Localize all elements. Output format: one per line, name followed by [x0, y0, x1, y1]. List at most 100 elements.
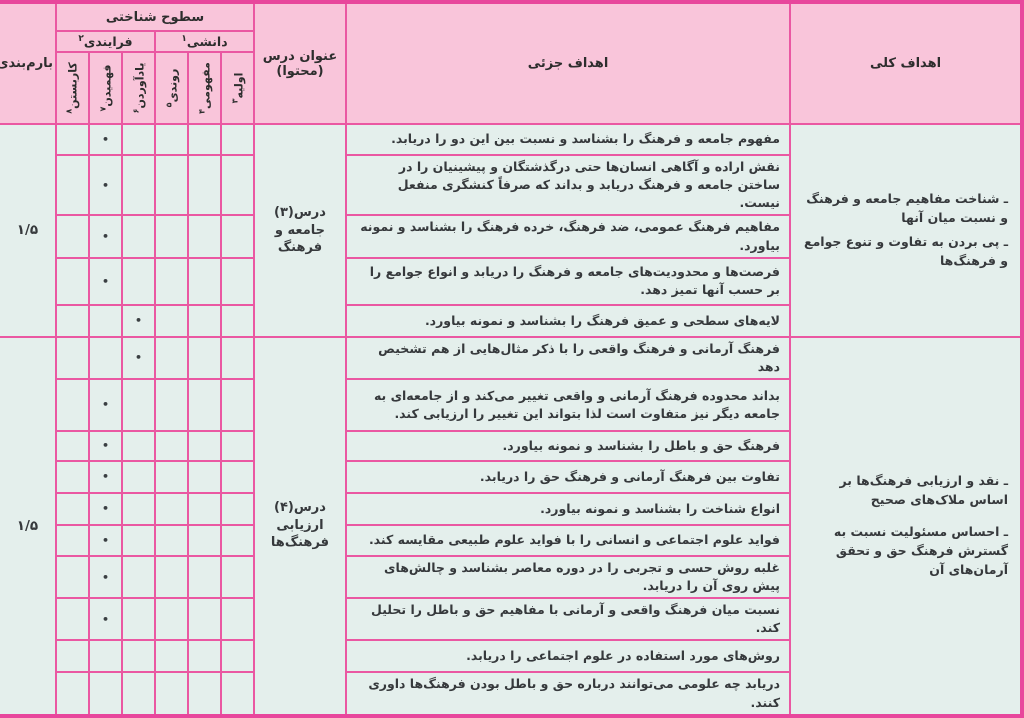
general-objectives-cell: ـ شناخت مفاهیم جامعه و فرهنگ و نسبت میان… — [789, 123, 1023, 338]
level-mark-cell — [154, 303, 189, 338]
level-mark-cell: • — [88, 256, 123, 306]
objective-cell: روش‌های مورد استفاده در علوم اجتماعی را … — [345, 639, 791, 674]
level-mark-cell — [154, 123, 189, 156]
objective-cell: غلبه روش حسی و تجربی را در دوره معاصر بش… — [345, 554, 791, 600]
level-conceptual-header: مفهومی۴ — [187, 51, 222, 125]
lesson-title-header-line1: عنوان درس — [262, 48, 338, 64]
objective-cell: فرهنگ آرمانی و فرهنگ واقعی را با ذکر مثا… — [345, 335, 791, 380]
level-mark-cell — [187, 123, 222, 156]
level-mark-cell — [154, 429, 189, 462]
lesson-title-cell: درس(۳) جامعه و فرهنگ — [253, 123, 347, 338]
level-mark-cell — [187, 256, 222, 306]
objective-cell: مفهوم جامعه و فرهنگ را بشناسد و نسبت بین… — [345, 123, 791, 156]
level-mark-cell — [121, 491, 156, 526]
objective-cell: فرهنگ حق و باطل را بشناسد و نمونه بیاورد… — [345, 429, 791, 462]
level-mark-cell: • — [121, 335, 156, 380]
grading-header: بارم‌بندی — [0, 1, 57, 125]
level-mark-cell — [54, 153, 91, 217]
level-mark-cell: • — [88, 153, 123, 217]
level-mark-cell — [187, 597, 222, 642]
objective-cell: بداند محدوده فرهنگ آرمانی و واقعی تغییر … — [345, 377, 791, 432]
process-group-sup: ۲ — [78, 33, 84, 44]
level-remember-label: یادآوردن — [132, 62, 146, 109]
level-mark-cell — [154, 256, 189, 306]
level-apply-label: کاربستن — [66, 62, 80, 109]
lesson-name: جامعه و فرهنگ — [274, 222, 326, 256]
level-mark-cell — [54, 639, 91, 674]
level-mark-cell: • — [88, 214, 123, 259]
level-mark-cell — [220, 671, 255, 717]
level-mark-cell — [121, 123, 156, 156]
objective-cell: فرصت‌ها و محدودیت‌های جامعه و فرهنگ را د… — [345, 256, 791, 306]
level-mark-cell — [154, 214, 189, 259]
level-mark-cell: • — [121, 303, 156, 338]
level-mark-cell — [154, 597, 189, 642]
level-mark-cell — [54, 377, 91, 432]
level-mark-cell: • — [88, 523, 123, 557]
level-mark-cell — [187, 523, 222, 557]
level-procedural-sup: ۵ — [164, 102, 174, 108]
level-mark-cell — [54, 554, 91, 600]
knowledge-group-sup: ۱ — [181, 33, 187, 44]
level-mark-cell — [187, 639, 222, 674]
level-mark-cell — [88, 671, 123, 717]
level-mark-cell — [154, 377, 189, 432]
level-mark-cell — [121, 523, 156, 557]
objective-cell: مفاهیم فرهنگ عمومی، ضد فرهنگ، خرده فرهنگ… — [345, 214, 791, 259]
level-mark-cell — [54, 429, 91, 462]
level-initial-header: اولیه۳ — [220, 51, 255, 125]
objective-cell: تفاوت بین فرهنگ آرمانی و فرهنگ حق را دری… — [345, 459, 791, 494]
objective-cell: انواع شناخت را بشناسد و نمونه بیاورد. — [345, 491, 791, 526]
level-mark-cell — [187, 671, 222, 717]
level-mark-cell — [220, 554, 255, 600]
level-mark-cell — [54, 491, 91, 526]
level-mark-cell — [54, 256, 91, 306]
level-mark-cell — [121, 429, 156, 462]
lesson-title-header: عنوان درس (محتوا) — [253, 1, 347, 125]
level-mark-cell — [187, 459, 222, 494]
level-remember-header: یادآوردن۶ — [121, 51, 156, 125]
level-apply-header: کاربستن۸ — [54, 51, 91, 125]
level-mark-cell: • — [88, 459, 123, 494]
objective-cell: فواید علوم اجتماعی و انسانی را با فواید … — [345, 523, 791, 557]
level-mark-cell — [220, 523, 255, 557]
level-mark-cell — [187, 491, 222, 526]
level-mark-cell — [154, 491, 189, 526]
lesson-number: درس(۴) — [274, 500, 326, 516]
level-mark-cell — [121, 554, 156, 600]
objective-cell: دریابد چه علومی می‌توانند درباره حق و با… — [345, 671, 791, 717]
level-mark-cell — [220, 459, 255, 494]
level-mark-cell — [121, 459, 156, 494]
level-mark-cell — [220, 214, 255, 259]
level-mark-cell — [220, 491, 255, 526]
level-mark-cell: • — [88, 597, 123, 642]
level-mark-cell — [154, 153, 189, 217]
level-mark-cell — [220, 639, 255, 674]
level-mark-cell — [54, 671, 91, 717]
objective-cell: نسبت میان فرهنگ واقعی و آرمانی با مفاهیم… — [345, 597, 791, 642]
level-mark-cell — [154, 671, 189, 717]
level-mark-cell — [154, 335, 189, 380]
knowledge-group-label: دانشی — [186, 34, 228, 50]
level-procedural-header: روندی۵ — [154, 51, 189, 125]
lesson-title-cell: درس(۴) ارزیابی فرهنگ‌ها — [253, 335, 347, 717]
level-mark-cell — [220, 377, 255, 432]
level-initial-sup: ۳ — [230, 98, 240, 104]
level-mark-cell — [220, 123, 255, 156]
level-mark-cell — [187, 554, 222, 600]
level-mark-cell — [154, 554, 189, 600]
general-objective-item: ـ پی بردن به تفاوت و تنوع جوامع و فرهنگ‌… — [804, 234, 1008, 269]
level-mark-cell — [54, 123, 91, 156]
level-mark-cell — [54, 214, 91, 259]
level-mark-cell — [220, 335, 255, 380]
lesson-title-header-line2: (محتوا) — [276, 63, 324, 79]
level-mark-cell — [121, 214, 156, 259]
level-initial-label: اولیه — [231, 72, 245, 99]
level-mark-cell — [54, 523, 91, 557]
level-understand-label: فهمیدن — [99, 64, 113, 107]
level-mark-cell — [154, 523, 189, 557]
level-mark-cell — [88, 639, 123, 674]
level-mark-cell — [187, 153, 222, 217]
level-mark-cell — [88, 303, 123, 338]
